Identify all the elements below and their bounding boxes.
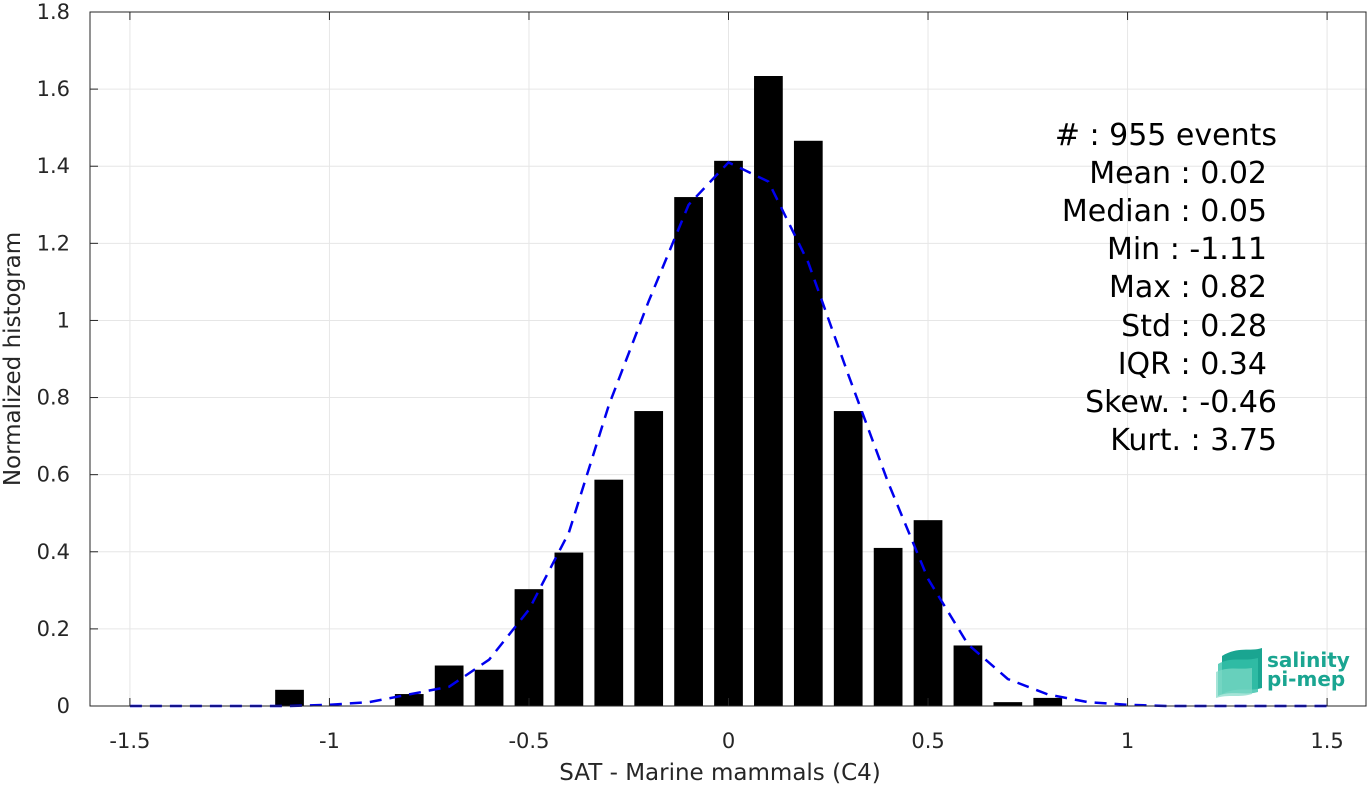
stat-skew: Skew. : -0.46 [1085, 385, 1277, 420]
histogram-bar [833, 411, 863, 706]
histogram-bar [275, 689, 304, 706]
y-tick-label: 1 [57, 308, 70, 332]
y-tick-label: 0 [57, 694, 70, 718]
histogram-bar [913, 520, 943, 706]
histogram-bar [514, 589, 544, 706]
y-axis-label: Normalized histogram [0, 232, 26, 486]
histogram-bar [594, 479, 624, 706]
y-tick-label: 0.4 [37, 540, 70, 564]
stat-mean: Mean : 0.02 [1089, 156, 1267, 191]
x-tick-label: 0 [722, 729, 735, 753]
stat-min: Min : -1.11 [1107, 232, 1267, 267]
y-tick-label: 1.4 [37, 154, 70, 178]
stat-count: # : 955 events [1055, 118, 1277, 153]
x-axis-ticks: -1.5 -1 -0.5 0 0.5 1 1.5 [109, 12, 1344, 753]
stat-iqr: IQR : 0.34 [1118, 347, 1267, 382]
statistics-box: # : 955 events Mean : 0.02 Median : 0.05… [1055, 118, 1277, 458]
histogram-bar [953, 645, 983, 706]
stat-max: Max : 0.82 [1109, 270, 1267, 305]
salinity-pi-mep-logo: salinity pi-mep [1216, 648, 1350, 698]
histogram-bar [394, 694, 424, 706]
histogram-bars [275, 76, 1063, 707]
normal-fit-curve [129, 160, 1328, 708]
x-tick-label: -1.5 [109, 729, 150, 753]
x-tick-label: 1 [1121, 729, 1134, 753]
stat-median: Median : 0.05 [1062, 194, 1267, 229]
y-tick-label: 0.6 [37, 463, 70, 487]
y-axis-ticks: 0 0.2 0.4 0.6 0.8 1 1.2 1.4 1.6 1.8 [37, 0, 98, 718]
histogram-bar [674, 197, 703, 707]
stat-std: Std : 0.28 [1121, 309, 1267, 344]
y-tick-label: 1.2 [37, 231, 70, 255]
x-tick-label: -1 [319, 729, 340, 753]
histogram-bar [873, 547, 903, 706]
x-tick-label: -0.5 [508, 729, 549, 753]
histogram-bar [554, 552, 584, 706]
x-tick-label: 1.5 [1310, 729, 1343, 753]
histogram-bar [1033, 697, 1063, 706]
y-tick-label: 1.6 [37, 77, 70, 101]
histogram-bar [634, 411, 664, 706]
y-tick-label: 0.8 [37, 386, 70, 410]
histogram-bar [474, 669, 504, 706]
waves-icon [1216, 648, 1262, 698]
y-tick-label: 0.2 [37, 617, 70, 641]
histogram-bar [793, 140, 823, 706]
y-tick-label: 1.8 [37, 0, 70, 24]
logo-text-pi-mep: pi-mep [1267, 667, 1345, 691]
x-tick-label: 0.5 [911, 729, 944, 753]
x-axis-label: SAT - Marine mammals (C4) [559, 760, 881, 785]
histogram-bar [993, 702, 1023, 706]
histogram-bar [714, 160, 743, 706]
logo-text-salinity: salinity [1267, 648, 1350, 672]
histogram-bar [754, 76, 783, 707]
stat-kurt: Kurt. : 3.75 [1110, 423, 1277, 458]
